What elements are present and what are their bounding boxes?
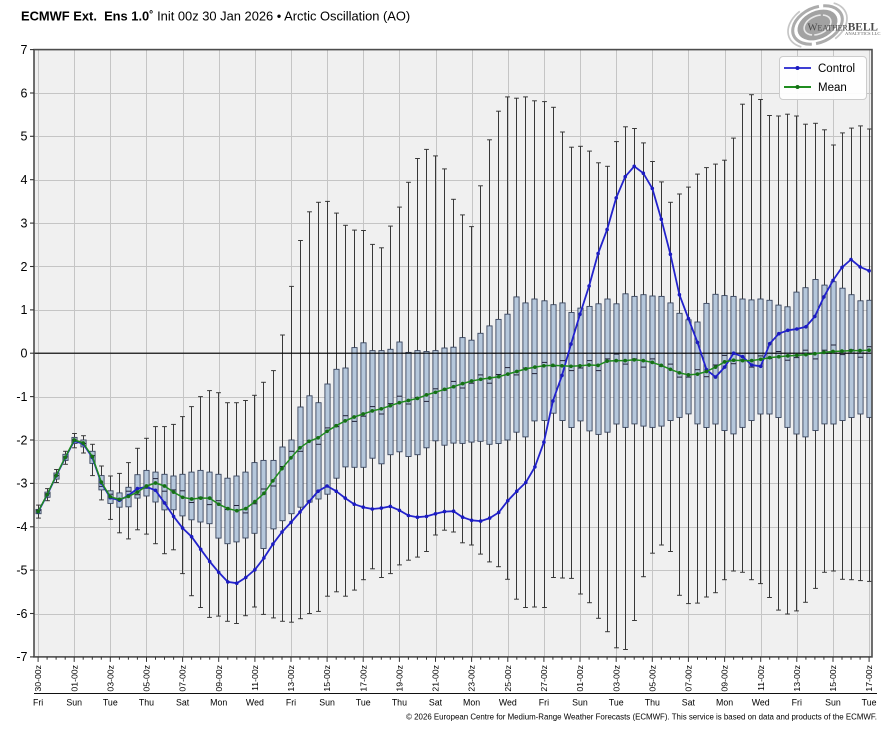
svg-text:Mon: Mon [716,698,733,708]
svg-text:15-00z: 15-00z [828,665,838,692]
svg-text:05-00z: 05-00z [647,665,657,692]
svg-text:09-00z: 09-00z [214,665,224,692]
svg-text:Fri: Fri [792,698,802,708]
svg-text:7: 7 [21,43,28,57]
svg-text:03-00z: 03-00z [611,665,621,692]
svg-text:© 2026 European Centre for Med: © 2026 European Centre for Medium-Range … [406,713,877,722]
svg-text:-3: -3 [16,477,27,491]
svg-text:23-00z: 23-00z [467,665,477,692]
svg-text:ECMWF Ext. Ens 1.0˚ Init 00z: ECMWF Ext. Ens 1.0˚ Init 00z 30 Jan 2026… [21,9,410,24]
svg-text:4: 4 [21,173,28,187]
svg-text:1: 1 [21,303,28,317]
svg-text:Sun: Sun [66,698,82,708]
svg-text:Wed: Wed [246,698,264,708]
svg-text:-4: -4 [16,520,27,534]
svg-text:05-00z: 05-00z [142,665,152,692]
svg-text:01-00z: 01-00z [575,665,585,692]
svg-text:11-00z: 11-00z [250,665,260,691]
svg-text:Mon: Mon [210,698,227,708]
svg-text:-7: -7 [16,650,27,664]
svg-text:19-00z: 19-00z [395,665,405,692]
svg-text:25-00z: 25-00z [503,665,513,692]
svg-text:11-00z: 11-00z [756,665,766,691]
svg-text:-5: -5 [16,563,27,577]
svg-text:Mean: Mean [818,82,847,94]
svg-text:Sat: Sat [429,698,443,708]
svg-text:15-00z: 15-00z [322,665,332,692]
svg-text:Thu: Thu [392,698,407,708]
svg-text:17-00z: 17-00z [864,665,874,692]
svg-text:Sun: Sun [319,698,335,708]
svg-text:2: 2 [21,260,28,274]
svg-text:WEATHERBELL: WEATHERBELL [808,22,879,34]
svg-text:6: 6 [21,86,28,100]
svg-text:Tue: Tue [609,698,624,708]
svg-text:Mon: Mon [463,698,480,708]
svg-text:Thu: Thu [645,698,660,708]
svg-text:3: 3 [21,216,28,230]
svg-text:Sun: Sun [572,698,588,708]
svg-text:0: 0 [21,347,28,361]
svg-text:13-00z: 13-00z [286,665,296,692]
svg-text:Fri: Fri [539,698,549,708]
svg-text:-2: -2 [16,433,27,447]
svg-text:Control: Control [818,63,855,75]
svg-text:Fri: Fri [33,698,43,708]
svg-text:Sun: Sun [825,698,841,708]
svg-text:30-00z: 30-00z [33,665,43,692]
svg-text:Tue: Tue [103,698,118,708]
svg-text:07-00z: 07-00z [178,665,188,692]
svg-text:13-00z: 13-00z [792,665,802,692]
svg-text:27-00z: 27-00z [539,665,549,692]
svg-text:Tue: Tue [862,698,877,708]
svg-text:Sat: Sat [682,698,696,708]
svg-text:Sat: Sat [176,698,190,708]
svg-text:09-00z: 09-00z [720,665,730,692]
svg-text:01-00z: 01-00z [69,665,79,692]
svg-text:ANALYTICS LLC: ANALYTICS LLC [845,31,880,36]
svg-text:-1: -1 [16,390,27,404]
svg-text:03-00z: 03-00z [105,665,115,692]
svg-text:Wed: Wed [752,698,770,708]
svg-text:Tue: Tue [356,698,371,708]
svg-text:-6: -6 [16,607,27,621]
svg-text:Wed: Wed [499,698,517,708]
svg-text:17-00z: 17-00z [358,665,368,692]
svg-text:21-00z: 21-00z [431,665,441,692]
svg-text:Fri: Fri [286,698,296,708]
svg-text:5: 5 [21,130,28,144]
svg-text:Thu: Thu [139,698,154,708]
svg-text:07-00z: 07-00z [684,665,694,692]
